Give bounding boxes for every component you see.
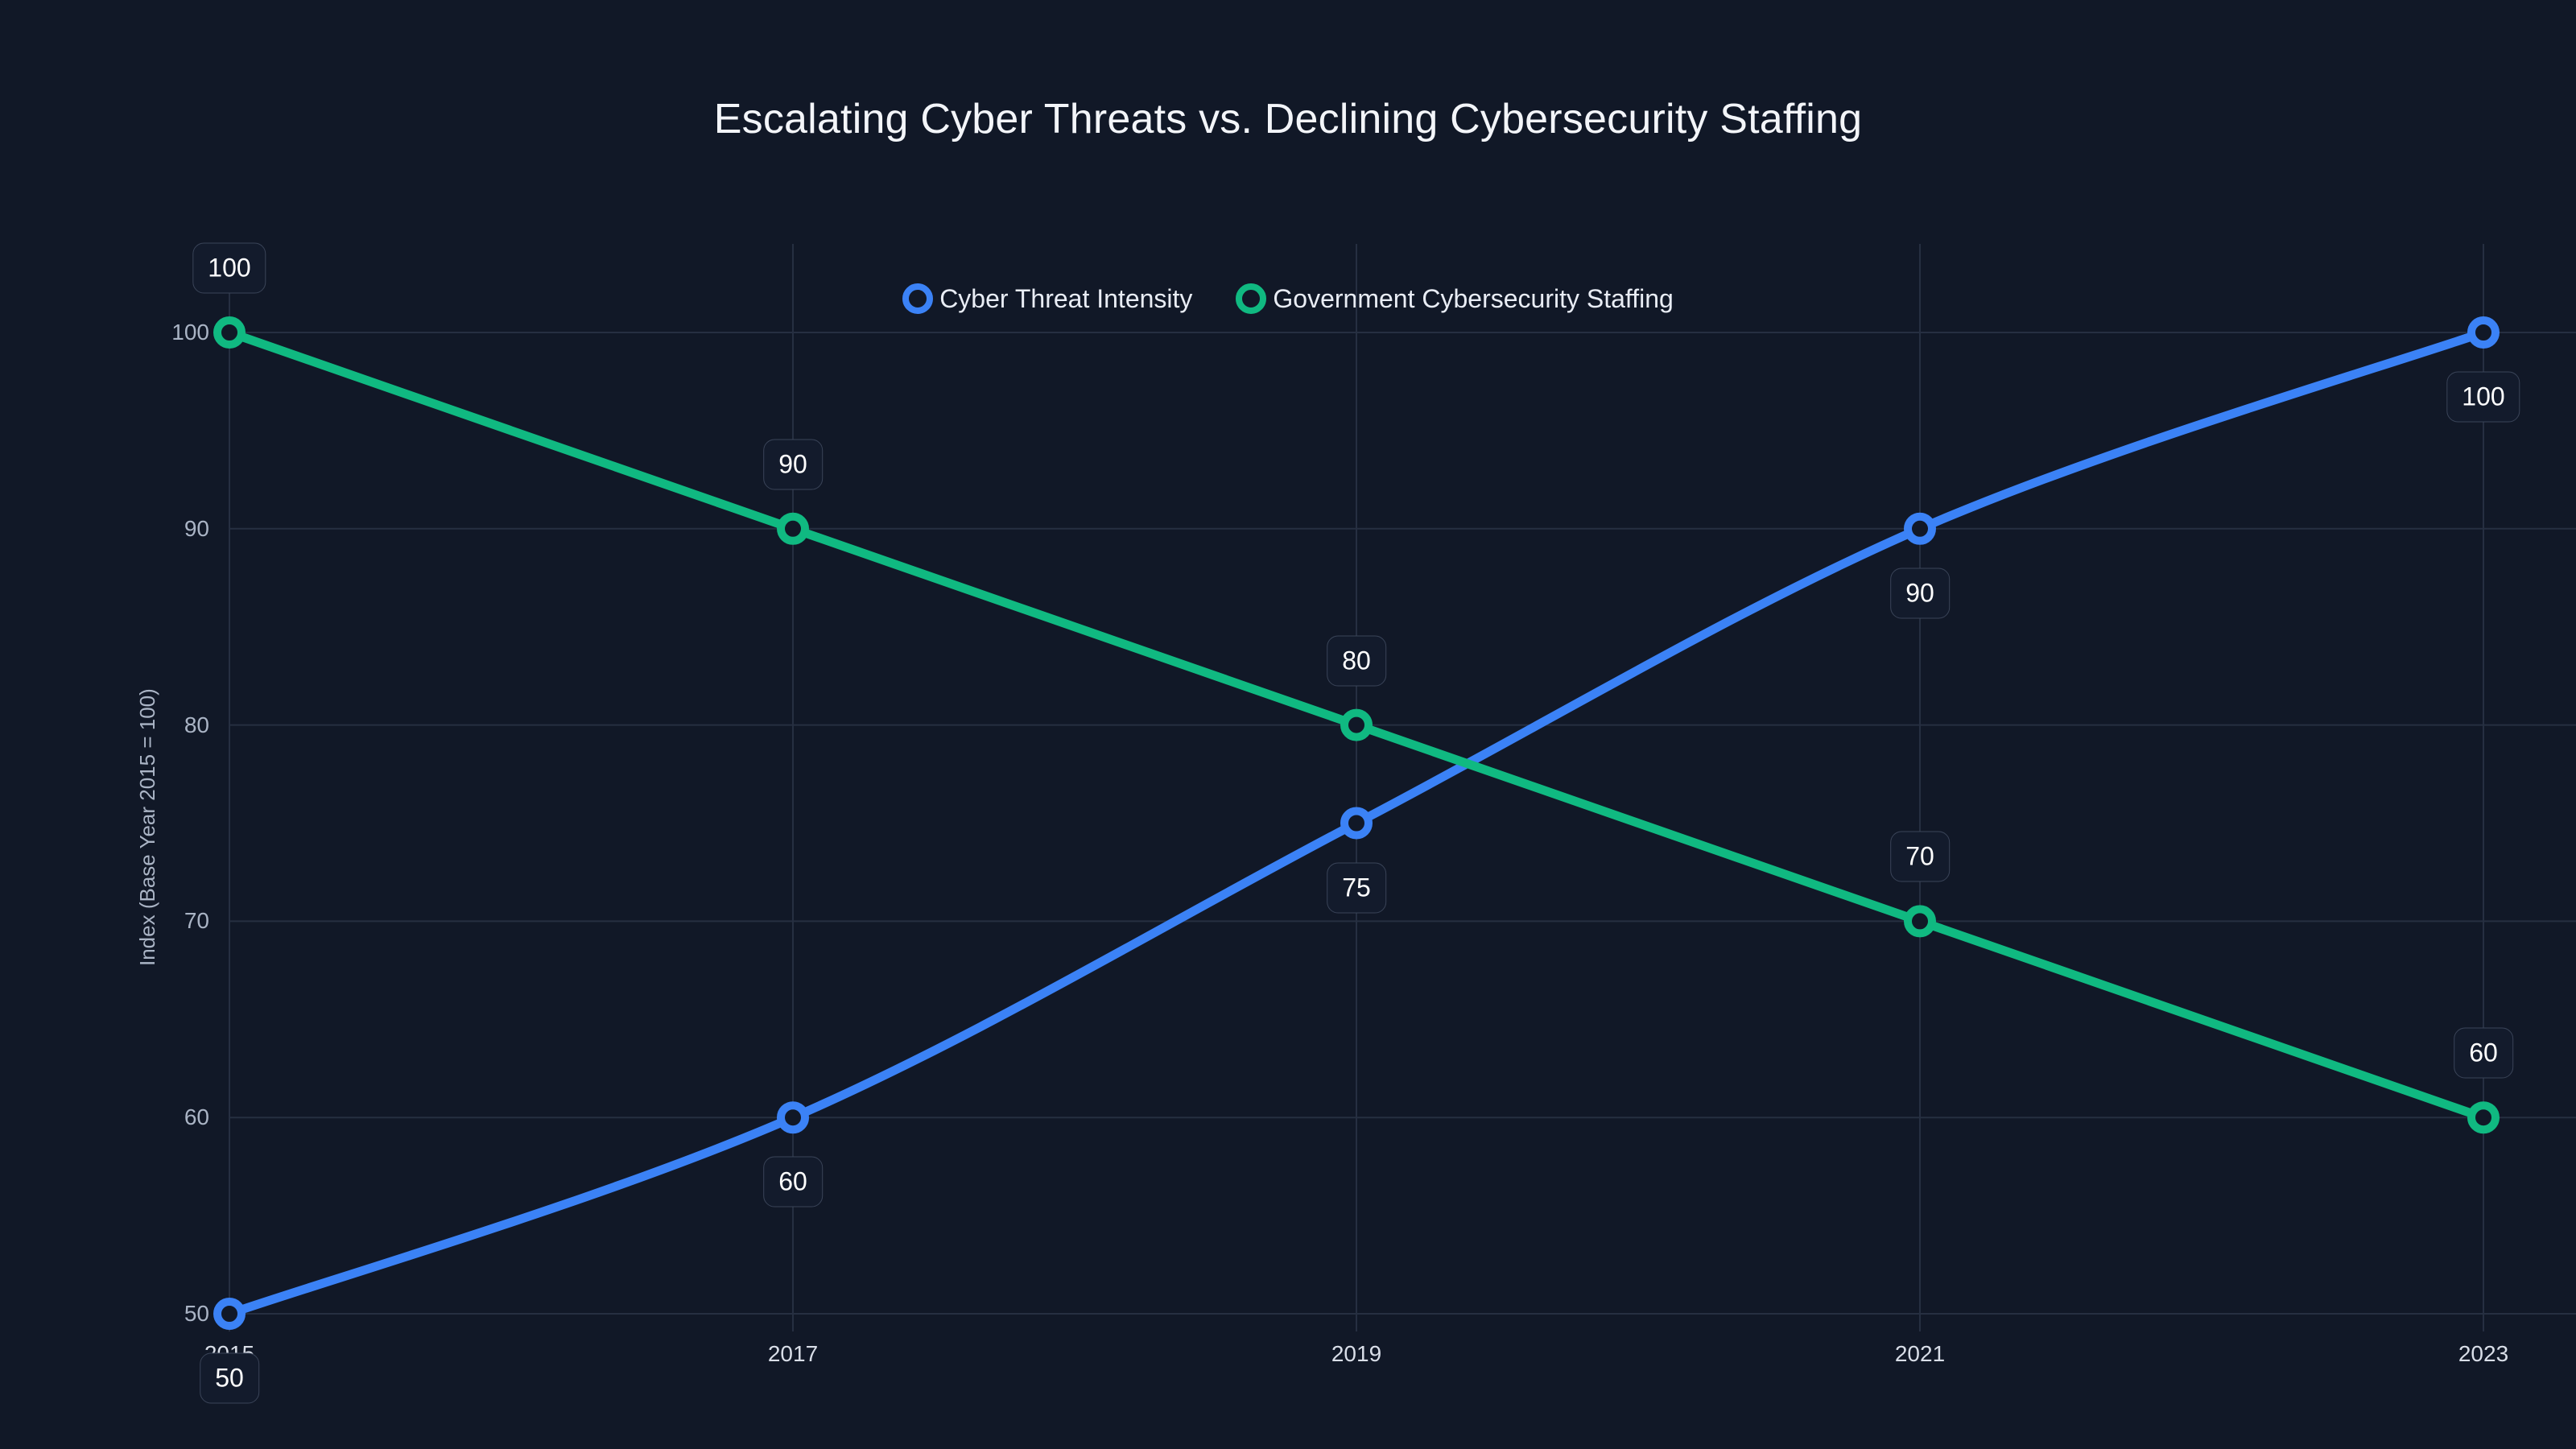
y-axis-tick-label: 80 (184, 712, 209, 737)
data-point-value-label: 60 (2454, 1027, 2513, 1079)
legend-label-series-1: Government Cybersecurity Staffing (1273, 283, 1674, 313)
y-axis-tick-label: 90 (184, 515, 209, 541)
data-point-marker[interactable] (213, 1298, 246, 1330)
y-axis-tick-label: 50 (184, 1301, 209, 1326)
data-point-marker[interactable] (1340, 708, 1373, 741)
data-point-value-label: 75 (1327, 862, 1386, 913)
data-point-value-label: 80 (1327, 635, 1386, 687)
legend-item-government-cybersecurity-staffing[interactable]: Government Cybersecurity Staffing (1236, 283, 1674, 314)
data-point-value-label: 50 (200, 1352, 259, 1404)
y-axis-tick-label: 60 (184, 1104, 209, 1130)
data-point-marker[interactable] (213, 316, 246, 349)
data-point-marker[interactable] (1340, 807, 1373, 840)
data-point-value-label: 100 (2446, 371, 2520, 423)
data-point-marker[interactable] (1904, 905, 1936, 938)
data-point-marker[interactable] (2467, 1101, 2500, 1134)
legend-item-cyber-threat-intensity[interactable]: Cyber Threat Intensity (902, 283, 1192, 314)
chart-legend: Cyber Threat Intensity Government Cybers… (0, 283, 2576, 314)
x-axis-tick-label: 2017 (767, 1341, 819, 1366)
y-axis-tick-label: 100 (171, 320, 209, 345)
data-point-value-label: 90 (763, 439, 823, 490)
data-point-marker[interactable] (1904, 512, 1936, 545)
data-point-marker[interactable] (2467, 316, 2500, 349)
x-axis-tick-label: 2023 (2458, 1341, 2509, 1366)
y-axis-tick-label: 70 (184, 908, 209, 934)
data-point-marker[interactable] (777, 512, 809, 545)
x-axis-tick-label: 2019 (1331, 1341, 1382, 1366)
legend-ring-icon-series-0 (902, 283, 934, 314)
legend-ring-icon-series-1 (1236, 283, 1267, 314)
data-point-value-label: 90 (1890, 568, 1950, 619)
page-title: Escalating Cyber Threats vs. Declining C… (713, 96, 1863, 142)
legend-label-series-0: Cyber Threat Intensity (939, 283, 1193, 313)
x-axis-tick-label: 2021 (1894, 1341, 1946, 1366)
data-point-marker[interactable] (777, 1101, 809, 1134)
y-axis-title: Index (Base Year 2015 = 100) (135, 688, 159, 966)
data-point-value-label: 100 (192, 242, 266, 294)
data-point-value-label: 70 (1890, 831, 1950, 882)
data-point-value-label: 60 (763, 1156, 823, 1208)
